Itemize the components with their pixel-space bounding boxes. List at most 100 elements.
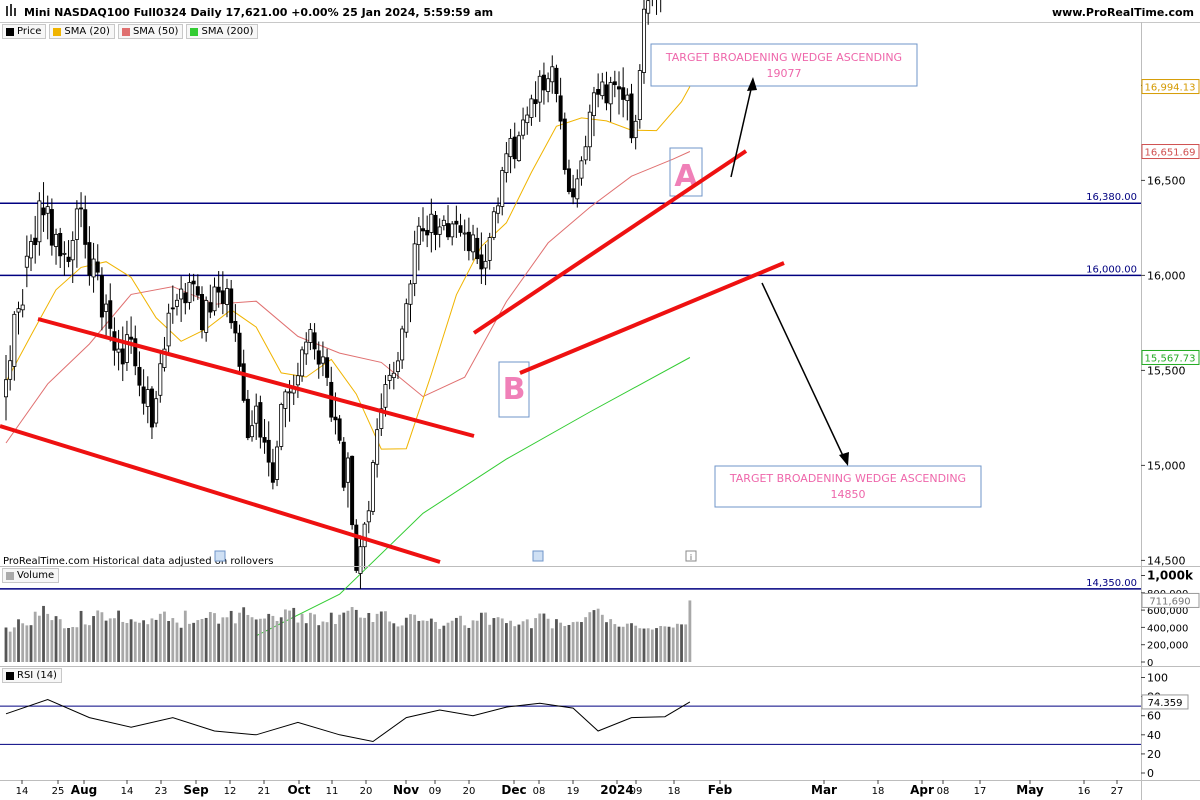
arrow-up-head [747,77,757,91]
volume-bar [279,617,283,662]
candle-body [454,220,459,225]
candle-body [420,228,425,232]
candle-body [325,357,330,378]
volume-bar [438,628,442,662]
volume-bar [96,610,100,662]
volume-bar [513,626,517,662]
chart-type-icon[interactable] [6,4,16,16]
volume-bar [283,609,287,662]
volume-bar [17,619,20,662]
volume-bar [33,611,37,662]
legend-sma50[interactable]: SMA (50) [117,24,184,39]
candle-body [120,348,125,365]
candle-body [212,286,217,312]
volume-bar [346,610,350,662]
price-tick-label: 15,000 [1147,459,1186,472]
legend-rsi[interactable]: RSI (14) [2,668,62,683]
volume-bar [617,626,621,662]
volume-bar [46,613,50,662]
candle-body [58,233,63,257]
candle-body [195,286,200,296]
volume-bar [104,620,108,662]
volume-bar [258,618,262,662]
volume-bar [642,628,646,662]
level-label: 14,350.00 [1086,578,1137,589]
legend-volume[interactable]: Volume [2,568,60,583]
volume-bar [479,612,483,662]
price-tick-label: 16,000 [1147,269,1186,282]
legend-rsi-label: RSI (14) [17,670,57,681]
volume-bar [133,621,137,662]
candle-body [412,243,417,284]
legend-sma200[interactable]: SMA (200) [186,24,259,39]
candle-body [604,84,609,104]
volume-bar [663,626,667,662]
candle-body [199,293,204,331]
volume-bar [467,627,471,662]
candle-body [408,283,413,305]
legend-sma20[interactable]: SMA (20) [49,24,115,39]
volume-bar [630,623,633,662]
candle-body [566,168,571,193]
level-label: 16,000.00 [1086,264,1137,275]
volume-bar [175,622,179,662]
volume-bar [655,628,658,662]
candle-body [262,437,267,443]
candle-body [633,120,638,139]
x-tick-label: 20 [463,786,476,797]
info-icon[interactable]: i [685,550,697,562]
x-tick-label: Oct [287,783,310,797]
candle-body [358,546,363,574]
candle-body [587,111,592,148]
candle-body [24,255,29,268]
candle-body [600,81,605,97]
volume-bar [505,623,508,662]
candle-body [250,425,255,438]
volume-bar [600,614,604,662]
volume-bar [138,622,141,662]
candle-body [258,402,263,438]
volume-bar [179,627,183,662]
volume-bar [275,620,279,662]
candle-body [283,391,288,409]
candle-body [591,92,596,117]
channel-lower-line [0,424,441,564]
candle-body [446,223,451,238]
x-tick-label: 12 [224,786,237,797]
volume-bar [592,610,596,662]
volume-bar [196,620,200,662]
volume-bar [417,620,421,662]
volume-bar [671,627,675,662]
candle-body [129,336,134,340]
candle-body [187,282,192,303]
volume-bar [559,622,563,662]
candle-body [471,234,476,253]
candle-body [79,207,84,210]
volume-bar [400,625,404,662]
volume-bar [675,623,679,662]
volume-bar [192,622,196,662]
legend-price[interactable]: Price [2,24,47,39]
target-up-line1: TARGET BROADENING WEDGE ASCENDING [665,51,902,64]
candle-body [458,225,463,233]
volume-bar [54,616,58,662]
target-down-line2: 14850 [831,488,866,501]
candle-body [621,87,626,100]
volume-bar [79,610,83,662]
event-icon-1[interactable] [214,550,226,562]
event-icon-2[interactable] [532,550,544,562]
volume-bar [200,618,204,662]
volume-tick-label: 600,000 [1147,606,1188,617]
volume-bar [29,625,33,662]
trend-lines [0,149,785,564]
candle-body [8,360,13,380]
volume-bar [429,618,433,662]
volume-bar [596,608,600,662]
volume-bar [125,623,129,662]
volume-bar [392,623,396,662]
channel-upper-line [37,317,475,438]
volume-bar [488,624,492,662]
arrow-up-line [730,84,753,178]
volume-bar [158,613,162,662]
